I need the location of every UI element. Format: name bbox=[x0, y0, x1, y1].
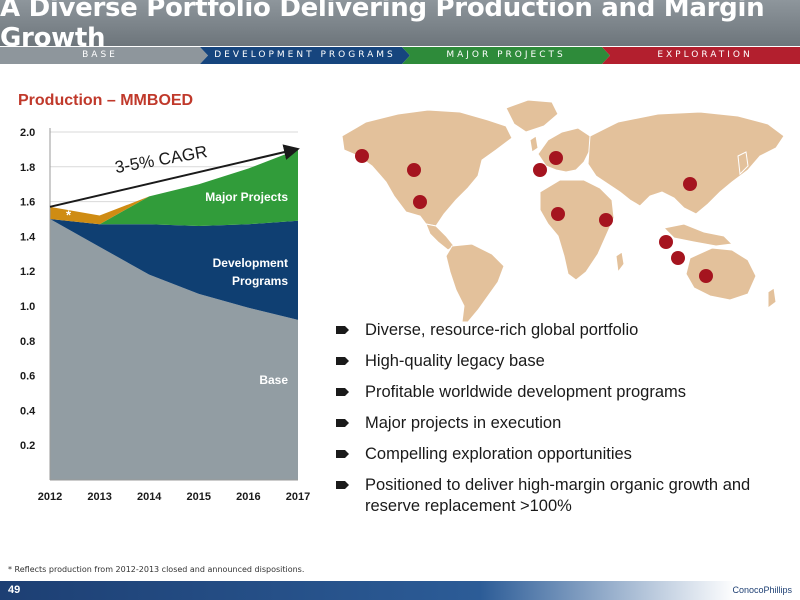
stage-base-shape bbox=[0, 47, 208, 64]
bullet-text: Major projects in execution bbox=[365, 414, 562, 432]
area-dispositions bbox=[50, 149, 298, 225]
arrow-bullet-icon bbox=[336, 450, 349, 458]
arrow-bullet-icon bbox=[336, 388, 349, 396]
bullet-text: Diverse, resource-rich global portfolio bbox=[365, 321, 639, 339]
y-tick-label: 0.8 bbox=[20, 336, 35, 348]
series-label-development-line2: Programs bbox=[232, 274, 288, 288]
stage-bar-shapes bbox=[0, 47, 800, 64]
landmass-central-america bbox=[425, 223, 455, 251]
bullet-text: Profitable worldwide development program… bbox=[365, 383, 686, 401]
location-dot-indonesia bbox=[671, 251, 685, 265]
y-tick-label: 0.6 bbox=[20, 371, 35, 383]
slide-title: A Diverse Portfolio Delivering Productio… bbox=[0, 0, 800, 53]
landmass-africa bbox=[539, 179, 615, 281]
x-tick-label: 2012 bbox=[38, 491, 62, 503]
location-dot-alaska bbox=[355, 149, 369, 163]
bullet-item: High-quality legacy base bbox=[336, 351, 776, 372]
bullet-item: Diverse, resource-rich global portfolio bbox=[336, 320, 776, 341]
location-dot-north-sea bbox=[533, 163, 547, 177]
location-dot-lower-48 bbox=[413, 195, 427, 209]
y-tick-label: 1.2 bbox=[20, 266, 35, 278]
x-tick-label: 2013 bbox=[87, 491, 111, 503]
landmass-australia bbox=[685, 247, 757, 301]
y-tick-label: 0.2 bbox=[20, 440, 35, 452]
chart-title: Production – MMBOED bbox=[18, 92, 194, 109]
cagr-arrow bbox=[49, 144, 300, 208]
y-tick-label: 1.6 bbox=[20, 197, 35, 209]
y-tick-label: 2.0 bbox=[20, 127, 35, 139]
footnote: * Reflects production from 2012-2013 clo… bbox=[8, 565, 305, 574]
stage-label-exploration: EXPLORATION bbox=[657, 50, 753, 60]
landmass-new-zealand bbox=[767, 287, 777, 309]
location-dot-norway bbox=[549, 151, 563, 165]
stage-bar: BASE DEVELOPMENT PROGRAMS MAJOR PROJECTS… bbox=[0, 47, 800, 64]
location-dot-middle-east bbox=[599, 213, 613, 227]
location-dot-malaysia bbox=[659, 235, 673, 249]
series-label-major-projects: Major Projects bbox=[205, 190, 288, 204]
bullet-item: Positioned to deliver high-margin organi… bbox=[336, 475, 776, 517]
series-label-base: Base bbox=[259, 373, 288, 387]
area-base bbox=[50, 219, 298, 480]
location-dot-north-africa bbox=[551, 207, 565, 221]
bullet-item: Major projects in execution bbox=[336, 413, 776, 434]
landmass-north-america bbox=[341, 109, 513, 227]
landmass-indonesia bbox=[662, 223, 734, 247]
arrow-bullet-icon bbox=[336, 481, 349, 489]
landmass-greenland bbox=[505, 99, 559, 133]
y-tick-label: 0.4 bbox=[20, 405, 36, 417]
x-tick-label: 2015 bbox=[187, 491, 211, 503]
y-tick-label: 1.0 bbox=[20, 301, 35, 313]
bullet-item: Profitable worldwide development program… bbox=[336, 382, 776, 403]
series-label-dispositions: * bbox=[66, 207, 72, 222]
y-tick-label: 1.8 bbox=[20, 162, 35, 174]
bullet-list: Diverse, resource-rich global portfolio … bbox=[336, 320, 776, 527]
area-major-projects bbox=[50, 149, 298, 226]
location-dot-western-canada bbox=[407, 163, 421, 177]
production-chart: 0.2 0.4 0.6 0.8 1.0 1.2 1.4 1.6 1.8 2.0 2012 2013 20… bbox=[20, 127, 310, 503]
arrow-bullet-icon bbox=[336, 357, 349, 365]
bullet-item: Compelling exploration opportunities bbox=[336, 444, 776, 465]
location-dot-australia bbox=[699, 269, 713, 283]
arrow-bullet-icon bbox=[336, 326, 349, 334]
stage-development-shape bbox=[200, 47, 410, 64]
landmass-south-america bbox=[445, 243, 505, 323]
location-dot-china bbox=[683, 177, 697, 191]
landmass-madagascar bbox=[615, 251, 625, 274]
map-land bbox=[341, 99, 785, 323]
series-label-development-line1: Development bbox=[213, 256, 288, 270]
y-tick-label: 1.4 bbox=[20, 231, 36, 243]
landmass-europe bbox=[537, 127, 591, 173]
footer-bar: 49 ConocoPhillips bbox=[0, 581, 800, 600]
area-development-programs bbox=[50, 219, 298, 320]
landmass-japan bbox=[737, 151, 749, 176]
world-map bbox=[341, 99, 785, 323]
stage-major-shape bbox=[402, 47, 610, 64]
cagr-annotation: 3-5% CAGR bbox=[113, 142, 208, 177]
stage-label-major: MAJOR PROJECTS bbox=[446, 50, 566, 60]
page-number: 49 bbox=[8, 584, 21, 596]
x-tick-label: 2014 bbox=[137, 491, 162, 503]
x-tick-label: 2017 bbox=[286, 491, 310, 503]
arrow-bullet-icon bbox=[336, 419, 349, 427]
bullet-text: High-quality legacy base bbox=[365, 352, 545, 370]
stage-label-base: BASE bbox=[82, 50, 118, 60]
bullet-text: Compelling exploration opportunities bbox=[365, 445, 632, 463]
landmass-asia bbox=[587, 111, 785, 215]
landmass-uk bbox=[529, 135, 539, 153]
company-logo: ConocoPhillips bbox=[732, 585, 792, 595]
x-tick-label: 2016 bbox=[236, 491, 260, 503]
stage-label-development: DEVELOPMENT PROGRAMS bbox=[214, 50, 396, 60]
map-locations bbox=[355, 149, 713, 283]
bullet-text: Positioned to deliver high-margin organi… bbox=[365, 476, 751, 515]
stage-exploration-shape bbox=[602, 47, 800, 64]
